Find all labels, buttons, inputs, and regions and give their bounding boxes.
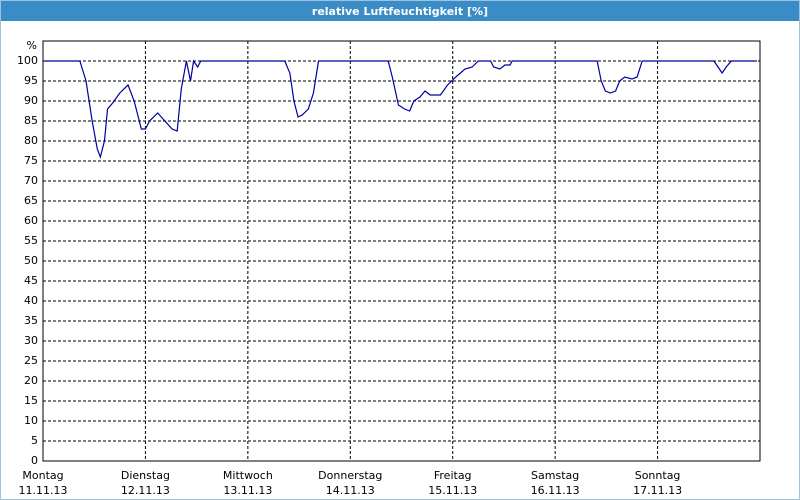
x-tick-label: Donnerstag — [318, 469, 382, 482]
y-tick-label: 70 — [24, 174, 38, 187]
x-tick-date: 14.11.13 — [326, 484, 375, 497]
plot-area — [42, 40, 761, 462]
y-tick-label: 50 — [24, 254, 38, 267]
x-tick-label: Freitag — [434, 469, 472, 482]
y-tick-label: 95 — [24, 74, 38, 87]
x-tick-label: Mittwoch — [223, 469, 273, 482]
y-tick-label: 10 — [24, 414, 38, 427]
y-tick-label: 100 — [17, 54, 38, 67]
y-tick-label: 15 — [24, 394, 38, 407]
x-tick-date: 15.11.13 — [428, 484, 477, 497]
y-tick-label: 30 — [24, 334, 38, 347]
y-tick-label: 35 — [24, 314, 38, 327]
title-bar — [1, 1, 799, 21]
x-tick-label: Sonntag — [635, 469, 681, 482]
y-tick-label: 75 — [24, 154, 38, 167]
y-tick-label: 80 — [24, 134, 38, 147]
x-tick-date: 13.11.13 — [223, 484, 272, 497]
x-tick-label: Dienstag — [121, 469, 170, 482]
x-tick-label: Montag — [22, 469, 63, 482]
y-tick-label: 45 — [24, 274, 38, 287]
y-tick-label: 5 — [31, 434, 38, 447]
y-tick-label: 20 — [24, 374, 38, 387]
y-tick-label: 85 — [24, 114, 38, 127]
y-tick-label: 40 — [24, 294, 38, 307]
x-tick-label: Samstag — [531, 469, 579, 482]
x-tick-date: 16.11.13 — [531, 484, 580, 497]
y-tick-label: 25 — [24, 354, 38, 367]
x-tick-date: 17.11.13 — [633, 484, 682, 497]
y-tick-label: 65 — [24, 194, 38, 207]
x-tick-date: 12.11.13 — [121, 484, 170, 497]
y-tick-label: 0 — [31, 454, 38, 467]
data-line — [43, 59, 757, 159]
y-axis-label: % — [27, 39, 37, 52]
y-tick-label: 60 — [24, 214, 38, 227]
chart-title: relative Luftfeuchtigkeit [%] — [312, 5, 488, 18]
x-tick-date: 11.11.13 — [19, 484, 68, 497]
y-tick-label: 90 — [24, 94, 38, 107]
y-tick-label: 55 — [24, 234, 38, 247]
